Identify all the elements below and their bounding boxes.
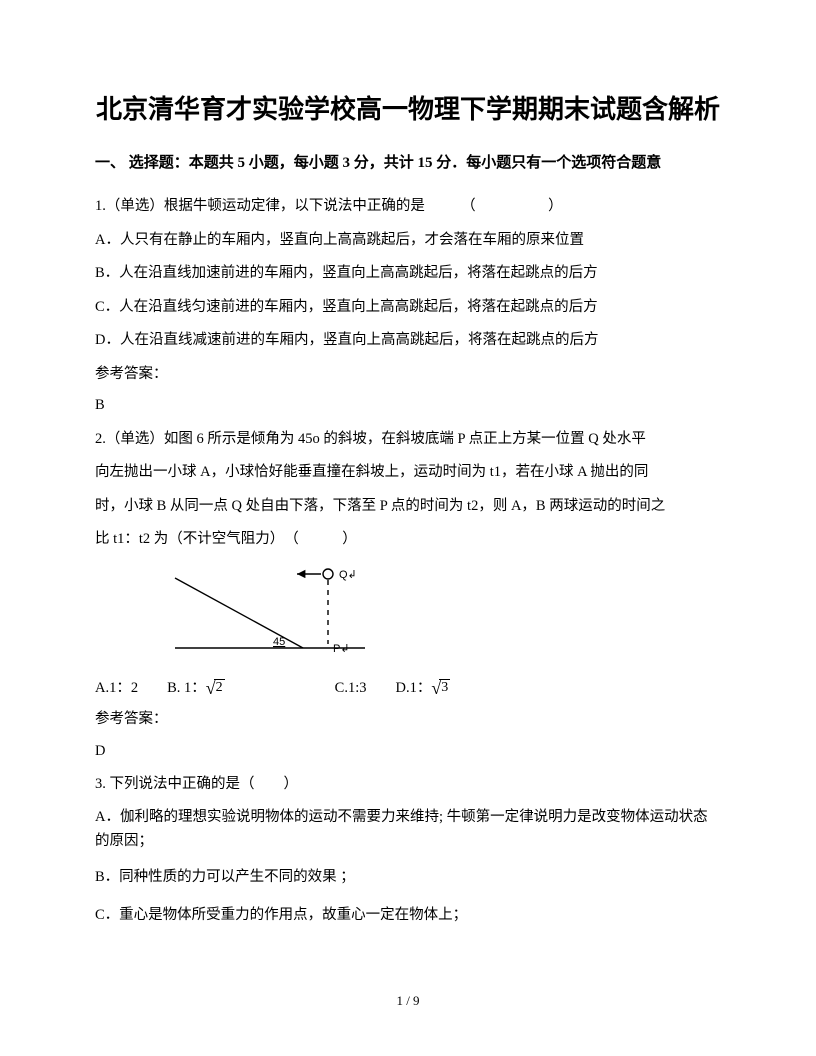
sqrt-3-icon: √3 [431, 679, 450, 697]
q1-answer-label: 参考答案： [95, 361, 721, 389]
q2-opt-cd: C.1:3 D.1： [335, 675, 432, 703]
page-title: 北京清华育才实验学校高一物理下学期期末试题含解析 [95, 90, 721, 129]
q2-line2: 向左抛出一小球 A，小球恰好能垂直撞在斜坡上，运动时间为 t1，若在小球 A 抛… [95, 459, 721, 487]
q2-answer-label: 参考答案： [95, 706, 721, 734]
q1-option-c: C．人在沿直线匀速前进的车厢内，竖直向上高高跳起后，将落在起跳点的后方 [95, 294, 721, 322]
svg-text:P↲: P↲ [333, 643, 350, 655]
q1-answer: B [95, 392, 721, 420]
q2-diagram: 45 Q↲ P↲ [165, 562, 721, 669]
q3-option-b: B．同种性质的力可以产生不同的效果 ； [95, 864, 721, 892]
q2-line1: 2.（单选）如图 6 所示是倾角为 45o 的斜坡，在斜坡底端 P 点正上方某一… [95, 426, 721, 454]
q1-stem: 1.（单选）根据牛顿运动定律，以下说法中正确的是 （ ） [95, 193, 721, 221]
q3-option-a: A．伽利略的理想实验说明物体的运动不需要力来维持; 牛顿第一定律说明力是改变物体… [95, 805, 721, 854]
q1-option-b: B．人在沿直线加速前进的车厢内，竖直向上高高跳起后，将落在起跳点的后方 [95, 260, 721, 288]
svg-text:Q↲: Q↲ [339, 569, 357, 581]
q3-option-c: C．重心是物体所受重力的作用点，故重心一定在物体上； [95, 902, 721, 930]
page-footer: 1 / 9 [0, 989, 816, 1014]
q1-option-a: A．人只有在静止的车厢内，竖直向上高高跳起后，才会落在车厢的原来位置 [95, 227, 721, 255]
q2-options: A.1：2 B. 1： √2 C.1:3 D.1： √3 [95, 675, 721, 703]
section-heading: 一、 选择题：本题共 5 小题，每小题 3 分，共计 15 分．每小题只有一个选… [95, 151, 721, 175]
q2-line3: 时，小球 B 从同一点 Q 处自由下落，下落至 P 点的时间为 t2，则 A，B… [95, 493, 721, 521]
sqrt-2-icon: √2 [206, 679, 225, 697]
q3-stem: 3. 下列说法中正确的是（ ） [95, 771, 721, 799]
svg-text:45: 45 [273, 636, 285, 648]
q2-opt-ab: A.1：2 B. 1： [95, 675, 206, 703]
q2-answer: D [95, 738, 721, 766]
q2-line4: 比 t1：t2 为（不计空气阻力） （ ） [95, 526, 721, 554]
q1-option-d: D．人在沿直线减速前进的车厢内，竖直向上高高跳起后，将落在起跳点的后方 [95, 327, 721, 355]
